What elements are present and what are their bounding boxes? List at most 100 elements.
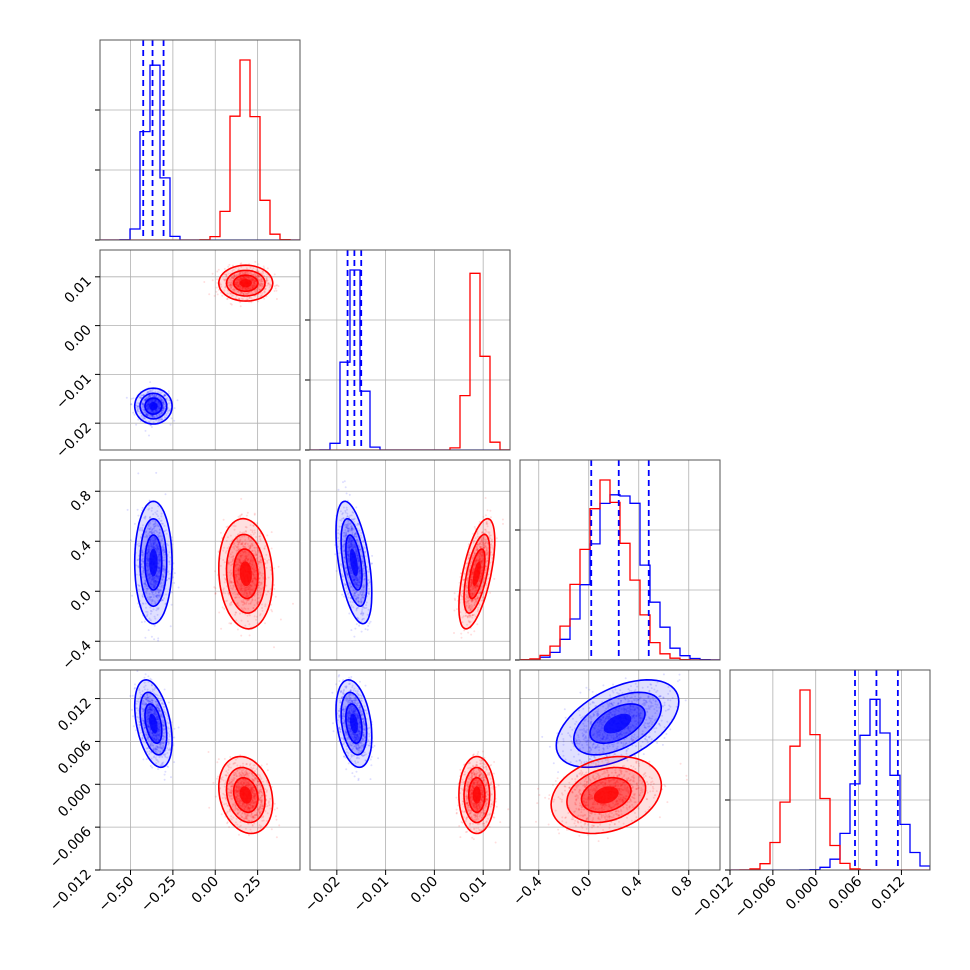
scatter-point xyxy=(242,545,245,548)
scatter-point xyxy=(238,587,241,590)
scatter-point xyxy=(151,415,154,418)
scatter-point xyxy=(249,602,252,604)
scatter-point xyxy=(250,585,253,588)
scatter-point xyxy=(154,409,157,412)
scatter-point xyxy=(147,400,150,403)
scatter-point xyxy=(155,579,158,582)
scatter-point xyxy=(153,576,156,579)
scatter-point xyxy=(239,561,242,564)
scatter-point xyxy=(149,527,151,530)
scatter-point xyxy=(254,550,257,553)
scatter-point xyxy=(215,286,218,289)
scatter-point xyxy=(245,530,248,533)
scatter-point xyxy=(157,608,160,611)
scatter-point xyxy=(229,292,232,294)
scatter-point xyxy=(341,513,344,516)
scatter-point xyxy=(347,558,350,560)
scatter-point xyxy=(230,292,233,295)
scatter-point xyxy=(259,555,262,558)
scatter-point xyxy=(348,528,351,531)
scatter-point xyxy=(237,573,240,576)
scatter-point xyxy=(143,552,145,555)
scatter-point xyxy=(147,396,150,399)
scatter-point xyxy=(253,284,256,287)
scatter-point xyxy=(235,573,238,576)
scatter-point xyxy=(146,587,149,590)
scatter-point xyxy=(240,583,243,586)
scatter-point xyxy=(142,566,145,569)
scatter-point xyxy=(239,301,241,304)
scatter-point xyxy=(228,571,231,574)
scatter-point xyxy=(228,263,231,266)
scatter-point xyxy=(149,415,152,418)
scatter-point xyxy=(153,580,156,583)
scatter-point xyxy=(144,411,147,414)
scatter-point xyxy=(137,407,140,410)
scatter-point xyxy=(246,555,249,558)
scatter-point xyxy=(255,273,257,276)
scatter-point xyxy=(141,529,144,532)
scatter-point xyxy=(148,574,151,576)
scatter-point xyxy=(156,531,159,534)
scatter-point xyxy=(158,569,161,572)
scatter-point xyxy=(243,275,246,278)
scatter-point xyxy=(237,285,240,288)
scatter-point xyxy=(222,559,225,561)
scatter-point xyxy=(154,547,157,550)
scatter-point xyxy=(229,534,232,537)
scatter-point xyxy=(153,624,156,627)
scatter-point xyxy=(164,394,167,397)
scatter-point xyxy=(241,272,244,275)
scatter-point xyxy=(236,558,239,561)
scatter-point xyxy=(239,516,242,519)
scatter-point xyxy=(247,588,250,591)
scatter-point xyxy=(244,590,247,593)
scatter-point xyxy=(145,397,148,400)
scatter-point xyxy=(142,403,144,406)
scatter-point xyxy=(235,546,238,549)
scatter-point xyxy=(149,598,152,601)
scatter-point xyxy=(348,546,351,549)
scatter-point xyxy=(156,545,159,548)
scatter-point xyxy=(238,279,241,281)
scatter-point xyxy=(143,620,146,623)
scatter-point xyxy=(141,549,143,552)
scatter-point xyxy=(353,592,356,595)
scatter-point xyxy=(254,531,256,534)
scatter-point xyxy=(241,541,244,544)
scatter-point xyxy=(262,272,265,275)
scatter-point xyxy=(249,545,252,548)
scatter-point xyxy=(245,298,248,301)
scatter-point xyxy=(267,576,270,579)
scatter-point xyxy=(232,277,235,280)
scatter-point xyxy=(243,587,246,590)
scatter-point xyxy=(245,557,248,560)
scatter-point xyxy=(251,279,254,282)
scatter-point xyxy=(147,548,150,551)
scatter-point xyxy=(252,280,255,283)
scatter-point xyxy=(235,579,238,582)
scatter-point xyxy=(238,561,241,563)
scatter-point xyxy=(144,580,147,583)
scatter-point xyxy=(245,292,247,295)
scatter-point xyxy=(229,279,232,282)
scatter-point xyxy=(350,629,353,632)
scatter-point xyxy=(262,265,265,268)
scatter-point xyxy=(237,543,239,546)
scatter-point xyxy=(151,578,154,581)
scatter-point xyxy=(245,601,248,604)
scatter-point xyxy=(173,582,176,584)
scatter-point xyxy=(222,573,225,576)
scatter-point xyxy=(229,278,232,281)
scatter-point xyxy=(260,294,262,297)
scatter-point xyxy=(165,397,168,400)
scatter-point xyxy=(261,609,264,612)
scatter-point xyxy=(252,573,255,576)
scatter-point xyxy=(164,568,167,571)
scatter-point xyxy=(243,603,246,605)
scatter-point xyxy=(260,272,263,275)
scatter-point xyxy=(247,276,250,279)
scatter-point xyxy=(342,506,345,509)
scatter-point xyxy=(236,563,239,566)
